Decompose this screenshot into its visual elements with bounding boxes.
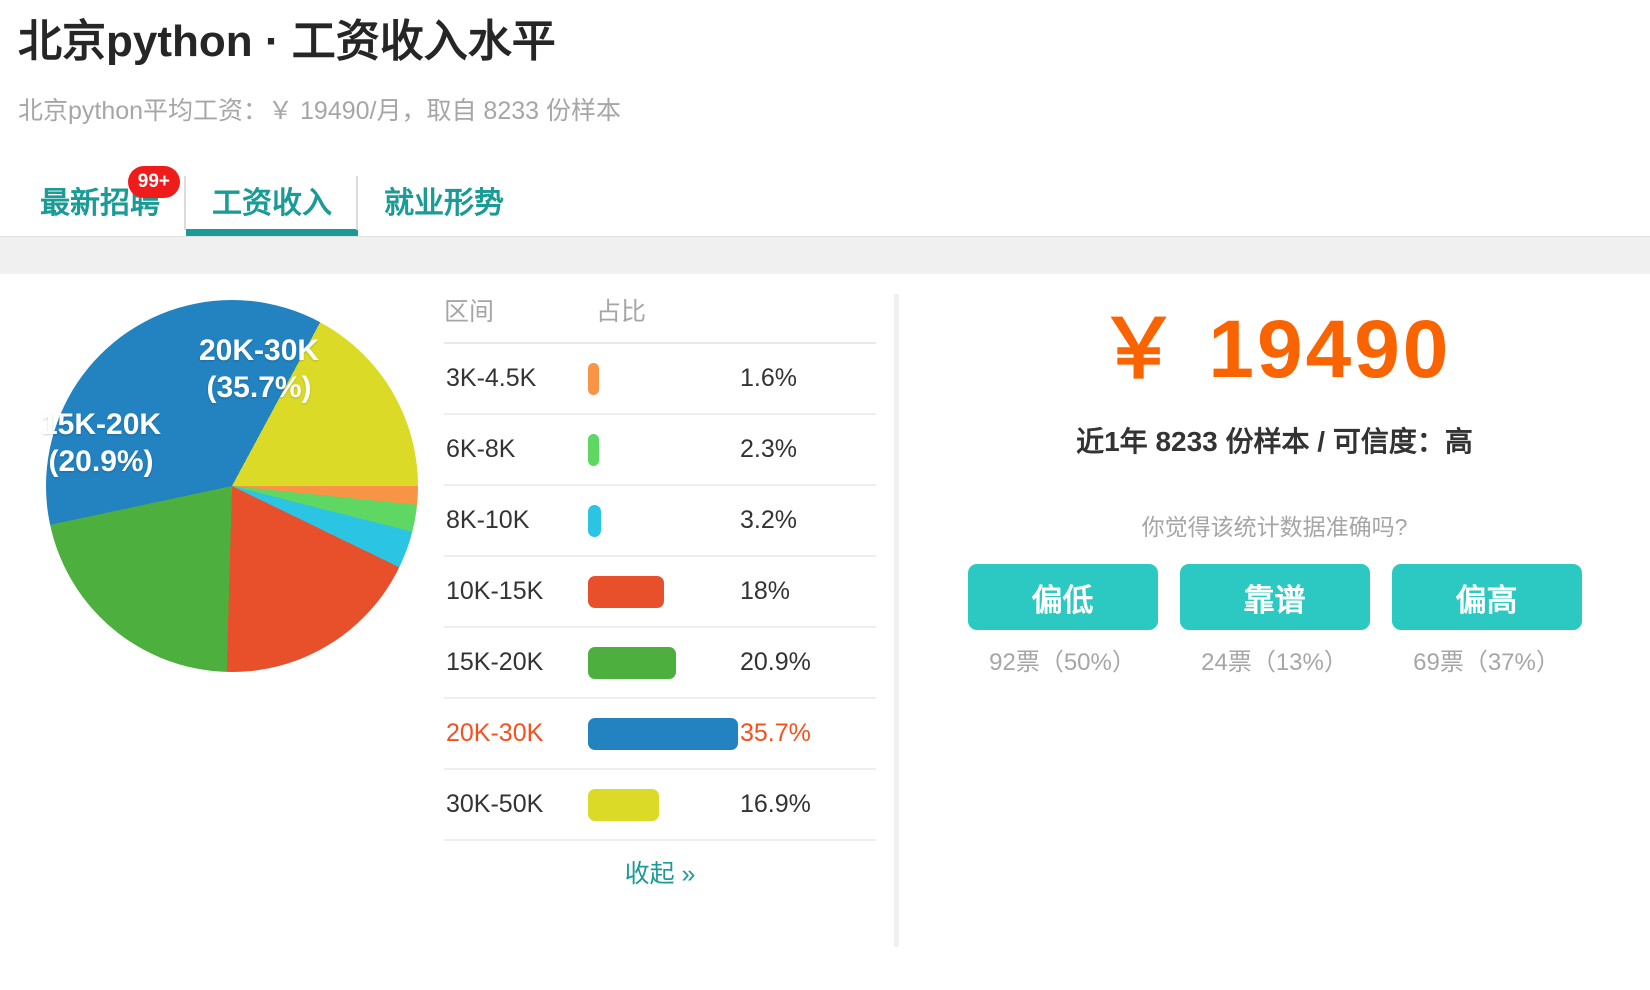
table-footer-row: 收起 » (444, 840, 876, 896)
table-row[interactable]: 15K-20K 20.9% (444, 627, 876, 699)
vote-item-too-low: 偏低 92票（50%） (967, 564, 1158, 677)
tab-employment-situation[interactable]: 就业形势 (358, 164, 530, 236)
page-header: 北京python · 工资收入水平 北京python平均工资：￥ 19490/月… (0, 0, 1650, 128)
vertical-divider (894, 294, 899, 947)
notification-badge: 99+ (127, 166, 180, 198)
salary-distribution-table-container: 区间 占比 3K-4.5K 1.6% 6K-8K 2.3% 8K-10K 3.2% 10K-… (444, 274, 894, 949)
salary-summary-panel: ￥ 19490 近1年 8233 份样本 / 可信度：高 你觉得该统计数据准确吗… (899, 274, 1650, 949)
proportion-bar (588, 646, 676, 679)
proportion-bar-cell (588, 698, 738, 770)
proportion-bar (588, 788, 659, 821)
proportion-bar-cell (588, 627, 732, 699)
proportion-value: 16.9% (732, 769, 876, 841)
proportion-bar-cell (588, 343, 732, 415)
salary-range-label: 3K-4.5K (444, 343, 588, 415)
vote-button-reliable[interactable]: 靠谱 (1179, 564, 1370, 630)
sample-size-reliability-text: 近1年 8233 份样本 / 可信度：高 (1076, 426, 1473, 457)
proportion-value: 35.7% (732, 698, 876, 770)
vote-button-too-low[interactable]: 偏低 (967, 564, 1158, 630)
table-row[interactable]: 20K-30K 35.7% (444, 698, 876, 770)
proportion-bar (588, 575, 664, 608)
column-header-percentage: 占比 (588, 288, 876, 344)
salary-distribution-table: 区间 占比 3K-4.5K 1.6% 6K-8K 2.3% 8K-10K 3.2% 10K-… (444, 288, 876, 896)
salary-range-label: 20K-30K (444, 698, 588, 770)
proportion-value: 20.9% (732, 627, 876, 699)
column-header-range: 区间 (444, 288, 588, 344)
tab-bar: 最新招聘 99+ 工资收入 就业形势 (0, 164, 1650, 236)
average-salary-value: ￥ 19490 (1097, 304, 1452, 395)
vote-button-row: 偏低 92票（50%） 靠谱 24票（13%） 偏高 69票（37%） (899, 564, 1650, 677)
proportion-bar (588, 433, 599, 466)
vote-item-too-high: 偏高 69票（37%） (1391, 564, 1582, 677)
pie-chart-container: 20K-30K (35.7%) 15K-20K (20.9%) (14, 274, 444, 949)
page-subtitle: 北京python平均工资：￥ 19490/月，取自 8233 份样本 (18, 97, 621, 125)
tab-salary-income[interactable]: 工资收入 (186, 164, 358, 236)
proportion-value: 18% (732, 556, 876, 628)
section-separator-band (0, 236, 1650, 274)
proportion-bar-cell (588, 485, 732, 557)
vote-count-too-high: 69票（37%） (1413, 649, 1560, 676)
pie-slice-label-15k-20k-pct: (20.9%) (48, 445, 154, 478)
salary-content-card: 20K-30K (35.7%) 15K-20K (20.9%) 区间 占比 3K… (14, 274, 1650, 949)
pie-slice-label-20k-30k-range: 20K-30K (199, 334, 320, 367)
table-body: 3K-4.5K 1.6% 6K-8K 2.3% 8K-10K 3.2% 10K-15K 18%… (444, 343, 876, 841)
table-row[interactable]: 6K-8K 2.3% (444, 414, 876, 486)
pie-slice-label-15k-20k: 15K-20K (20.9%) (41, 406, 161, 480)
tab-employment-situation-label: 就业形势 (384, 187, 504, 220)
proportion-bar (588, 717, 738, 750)
salary-range-label: 6K-8K (444, 414, 588, 486)
salary-range-label: 10K-15K (444, 556, 588, 628)
proportion-value: 3.2% (732, 485, 876, 557)
pie-slice-label-20k-30k-pct: (35.7%) (206, 371, 312, 404)
collapse-cell: 收起 » (444, 840, 876, 896)
proportion-bar (588, 362, 599, 395)
table-row[interactable]: 10K-15K 18% (444, 556, 876, 628)
proportion-bar (588, 504, 602, 537)
proportion-bar-cell (588, 556, 732, 628)
table-header-row: 区间 占比 (444, 288, 876, 344)
proportion-value: 2.3% (732, 414, 876, 486)
pie-slice-label-20k-30k: 20K-30K (35.7%) (199, 332, 319, 406)
page-title: 北京python · 工资收入水平 (18, 17, 556, 66)
proportion-bar-cell (588, 769, 732, 841)
table-row[interactable]: 8K-10K 3.2% (444, 485, 876, 557)
pie-slice-label-15k-20k-range: 15K-20K (41, 408, 162, 441)
salary-range-label: 8K-10K (444, 485, 588, 557)
proportion-bar-cell (588, 414, 732, 486)
collapse-link[interactable]: 收起 » (624, 859, 696, 888)
proportion-value: 1.6% (732, 343, 876, 415)
table-row[interactable]: 30K-50K 16.9% (444, 769, 876, 841)
tab-latest-jobs[interactable]: 最新招聘 99+ (18, 164, 186, 236)
tab-salary-income-label: 工资收入 (212, 187, 332, 220)
salary-distribution-pie-chart (46, 300, 418, 672)
vote-item-reliable: 靠谱 24票（13%） (1179, 564, 1370, 677)
salary-range-label: 30K-50K (444, 769, 588, 841)
table-row[interactable]: 3K-4.5K 1.6% (444, 343, 876, 415)
vote-count-reliable: 24票（13%） (1201, 649, 1348, 676)
salary-range-label: 15K-20K (444, 627, 588, 699)
vote-question-text: 你觉得该统计数据准确吗? (1141, 514, 1408, 540)
vote-button-too-high[interactable]: 偏高 (1391, 564, 1582, 630)
vote-count-too-low: 92票（50%） (989, 649, 1136, 676)
